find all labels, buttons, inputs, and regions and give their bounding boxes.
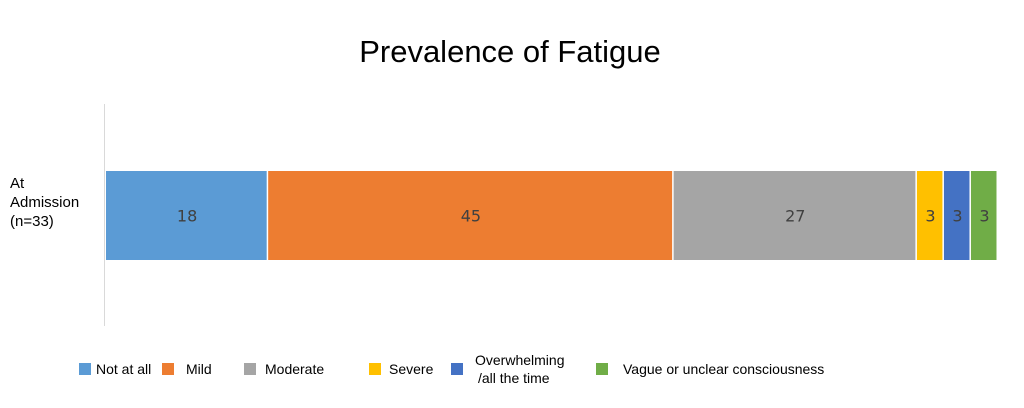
legend-label-2: Mild bbox=[186, 361, 212, 377]
legend-label-4: Severe bbox=[389, 361, 434, 377]
bar-segment-2 bbox=[268, 171, 673, 260]
bar-segment-3 bbox=[673, 171, 916, 260]
legend-label-6: Vague or unclear consciousness bbox=[623, 361, 824, 377]
legend-swatch-4 bbox=[369, 363, 381, 375]
legend: Not at all Mild Moderate Severe Overwhelming… bbox=[79, 352, 824, 386]
data-label-5: 3 bbox=[952, 207, 962, 226]
data-label-6: 3 bbox=[979, 207, 989, 226]
legend-label-1: Not at all bbox=[96, 361, 151, 377]
legend-swatch-1 bbox=[79, 363, 91, 375]
legend-label-3: Moderate bbox=[265, 361, 324, 377]
bar-segments bbox=[106, 171, 997, 260]
chart-title: Prevalence of Fatigue bbox=[359, 34, 661, 69]
bar-segment-5 bbox=[943, 171, 970, 260]
bar-segment-1 bbox=[106, 171, 267, 260]
data-label-3: 27 bbox=[785, 207, 805, 226]
legend-swatch-3 bbox=[244, 363, 256, 375]
bar-segment-6 bbox=[970, 171, 997, 260]
legend-swatch-6 bbox=[596, 363, 608, 375]
legend-swatch-5 bbox=[451, 363, 463, 375]
legend-swatch-2 bbox=[162, 363, 174, 375]
data-label-4: 3 bbox=[925, 207, 935, 226]
data-labels: 18 45 27 3 3 3 bbox=[177, 207, 990, 226]
data-label-1: 18 bbox=[177, 207, 197, 226]
bar-segment-4 bbox=[916, 171, 943, 260]
category-labels: At Admission (n=33) bbox=[10, 175, 79, 230]
legend-label-5: Overwhelming/all the time bbox=[475, 352, 564, 386]
data-label-2: 45 bbox=[461, 207, 481, 226]
category-label: At Admission (n=33) bbox=[10, 175, 79, 230]
